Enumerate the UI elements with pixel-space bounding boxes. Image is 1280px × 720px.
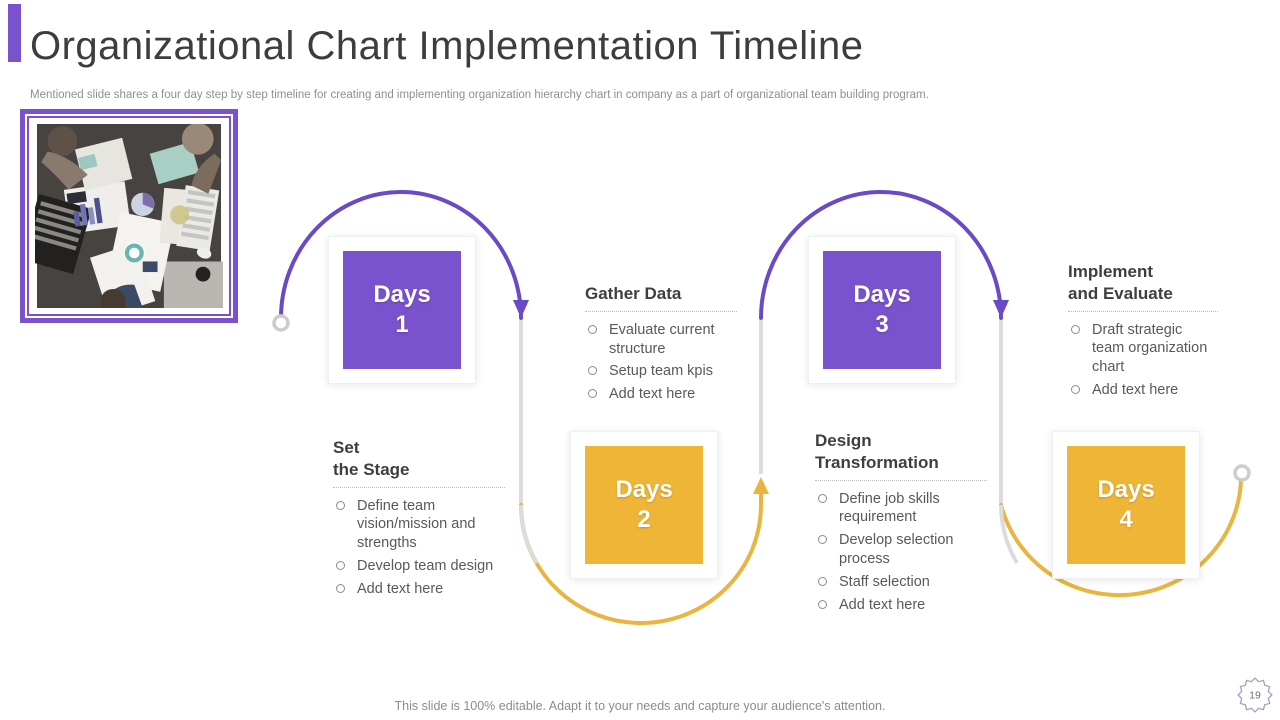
section-set-the-stage: Set the Stage Define team vision/mission… [333,437,505,603]
list-item: Develop team design [333,557,505,576]
photo-inner-border [27,116,231,316]
bullet-list: Define job skills requirement Develop se… [815,490,987,615]
bullet-list: Draft strategic team organization chart … [1068,321,1218,400]
slide-subtitle: Mentioned slide shares a four day step b… [30,89,929,101]
list-item: Evaluate current structure [585,321,737,359]
list-item: Add text here [815,596,987,615]
milestone-word: Days [615,476,673,503]
milestone-days-2: Days 2 [570,431,718,579]
bullet-marker-icon [588,366,597,376]
section-heading: Design Transformation [815,430,987,481]
flow-arc-2-gray-start [519,504,539,565]
section-design-transformation: Design Transformation Define job skills … [815,430,987,619]
milestone-days-2-box: Days 2 [585,446,703,564]
bullet-marker-icon [336,500,345,510]
milestone-number: 3 [875,311,889,338]
milestone-days-4: Days 4 [1052,431,1200,579]
list-item: Develop selection process [815,531,987,569]
team-collaboration-photo [35,124,223,308]
gear-badge-icon [1237,677,1273,713]
bullet-marker-icon [336,561,345,571]
section-gather-data: Gather Data Evaluate current structure S… [585,283,737,408]
flow-arc-4-gray-start [999,504,1019,565]
milestone-days-1-box: Days 1 [343,251,461,369]
page-title: Organizational Chart Implementation Time… [30,24,864,68]
arrow-down-icon-3 [993,300,1009,318]
bullet-list: Evaluate current structure Setup team kp… [585,321,737,404]
start-node-icon [272,314,290,332]
milestone-days-4-box: Days 4 [1067,446,1185,564]
bullet-marker-icon [1071,324,1080,334]
bullet-marker-icon [818,599,827,609]
list-item: Add text here [333,580,505,599]
milestone-number: 4 [1119,506,1133,533]
arrow-up-icon-2 [753,477,769,494]
list-item: Add text here [1068,381,1218,400]
section-heading: Set the Stage [333,437,505,488]
footer-note: This slide is 100% editable. Adapt it to… [394,699,886,713]
bullet-marker-icon [588,324,597,334]
list-item: Define job skills requirement [815,490,987,528]
section-heading: Implement and Evaluate [1068,261,1218,312]
list-item: Staff selection [815,573,987,592]
bullet-marker-icon [1071,385,1080,395]
bullet-list: Define team vision/mission and strengths… [333,497,505,599]
milestone-number: 2 [637,506,651,533]
milestone-days-3-box: Days 3 [823,251,941,369]
list-item: Draft strategic team organization chart [1068,321,1218,378]
page-number-badge: 19 [1237,677,1273,713]
section-heading: Gather Data [585,283,737,312]
page-number: 19 [1249,690,1261,702]
list-item: Add text here [585,385,737,404]
list-item: Define team vision/mission and strengths [333,497,505,554]
bullet-marker-icon [818,493,827,503]
milestone-number: 1 [395,311,409,338]
bullet-marker-icon [588,389,597,399]
corner-accent-bar [8,4,21,62]
section-implement-and-evaluate: Implement and Evaluate Draft strategic t… [1068,261,1218,404]
team-photo-frame [20,109,238,323]
milestone-word: Days [1097,476,1155,503]
bullet-marker-icon [336,583,345,593]
milestone-word: Days [373,281,431,308]
list-item: Setup team kpis [585,362,737,381]
milestone-days-1: Days 1 [328,236,476,384]
bullet-marker-icon [818,576,827,586]
bullet-marker-icon [818,535,827,545]
milestone-word: Days [853,281,911,308]
arrow-down-icon-1 [513,300,529,318]
milestone-days-3: Days 3 [808,236,956,384]
end-node-icon [1233,464,1251,482]
